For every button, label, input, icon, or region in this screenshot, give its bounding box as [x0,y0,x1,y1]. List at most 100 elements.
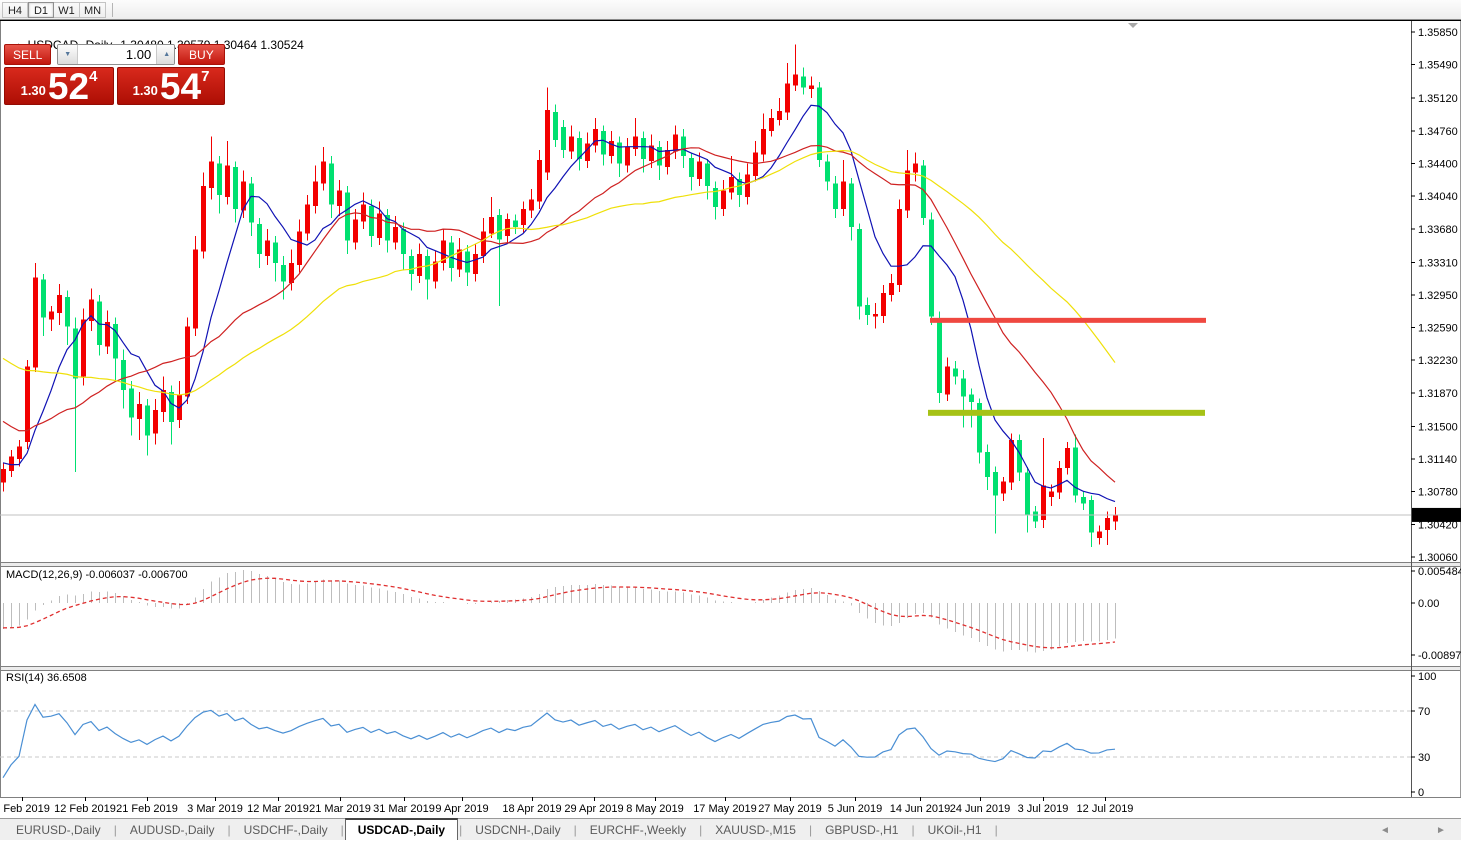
buy-button[interactable]: BUY [177,44,226,65]
rsi-line [2,703,1116,778]
svg-text:1.30780: 1.30780 [1418,487,1458,499]
svg-text:12 Jul 2019: 12 Jul 2019 [1077,803,1134,815]
svg-text:27 May 2019: 27 May 2019 [758,803,822,815]
rsi-value: 36.6508 [46,672,87,684]
volume-input[interactable] [78,45,157,64]
svg-text:1.33310: 1.33310 [1418,257,1458,269]
ma-mid [2,144,1116,483]
rsi-scale: 100 70 30 0 [1411,671,1436,799]
tab-separator: | [573,822,577,837]
tab-separator: | [994,822,998,837]
svg-text:1.31870: 1.31870 [1418,388,1458,400]
svg-text:17 May 2019: 17 May 2019 [693,803,757,815]
svg-text:1.31140: 1.31140 [1418,454,1457,466]
svg-text:-0.008973: -0.008973 [1418,650,1461,662]
svg-text:1.30060: 1.30060 [1418,552,1458,564]
volume-increase-button[interactable]: ▲ [156,45,174,64]
timeframe-button-mn[interactable]: MN [80,1,106,18]
tab-xauusd-m15[interactable]: XAUUSD-,M15 [715,822,796,837]
svg-text:1.34400: 1.34400 [1418,158,1458,170]
tab-separator: | [227,822,231,837]
svg-text:1.33680: 1.33680 [1418,224,1458,236]
ma-slow [2,149,1116,396]
svg-text:1.32590: 1.32590 [1418,323,1458,335]
svg-text:12 Mar 2019: 12 Mar 2019 [247,803,309,815]
svg-text:21 Feb 2019: 21 Feb 2019 [116,803,178,815]
tab-usdcnh-daily[interactable]: USDCNH-,Daily [475,822,561,837]
sell-price-prefix: 1.30 [20,83,46,98]
resistance-line[interactable] [930,317,1206,323]
svg-text:21 Mar 2019: 21 Mar 2019 [309,803,371,815]
svg-text:1.35850: 1.35850 [1418,27,1458,39]
timeframe-button-d1[interactable]: D1 [28,1,54,18]
svg-text:0.005484: 0.005484 [1418,566,1461,578]
sell-price-pips: 52 [47,66,90,107]
tab-gbpusd-h1[interactable]: GBPUSD-,H1 [825,822,899,837]
svg-text:1.31500: 1.31500 [1418,421,1458,433]
tab-audusd-daily[interactable]: AUDUSD-,Daily [129,822,215,837]
svg-text:1.32950: 1.32950 [1418,290,1458,302]
volume-decrease-button[interactable]: ▼ [58,45,79,64]
macd-label: MACD(12,26,9) -0.006037 -0.006700 [6,569,188,581]
rsi-label: RSI(14) 36.6508 [6,672,87,684]
svg-text:24 Jun 2019: 24 Jun 2019 [950,803,1011,815]
timeframe-button-h4[interactable]: H4 [2,1,28,18]
tabs-scroll-right-icon[interactable]: ► [1436,824,1446,836]
sell-button[interactable]: SELL [4,44,52,65]
svg-text:18 Apr 2019: 18 Apr 2019 [502,803,561,815]
svg-text:3 Feb 2019: 3 Feb 2019 [0,803,50,815]
tab-usdcad-daily[interactable]: USDCAD-,Daily [344,818,459,840]
support-line[interactable] [928,409,1205,416]
tab-ukoil-h1[interactable]: UKOil-,H1 [927,822,982,837]
tab-separator: | [911,822,915,837]
timeframe-button-w1[interactable]: W1 [54,1,80,18]
svg-text:1.32230: 1.32230 [1418,355,1458,367]
svg-text:8 May 2019: 8 May 2019 [626,803,683,815]
price-scale: 1.35850 1.35490 1.35120 1.34760 1.34400 1.340… [1411,27,1461,564]
tab-separator: | [808,822,813,837]
svg-text:0.00: 0.00 [1418,598,1439,610]
svg-text:1.35120: 1.35120 [1418,93,1458,105]
svg-text:1.30420: 1.30420 [1418,519,1458,531]
tab-separator: | [340,822,344,837]
buy-price-display[interactable]: 1.30 54 7 [117,67,225,105]
tabs-scroll-left-icon[interactable]: ◄ [1380,824,1390,836]
svg-text:1.35490: 1.35490 [1418,60,1458,72]
svg-text:3 Jul 2019: 3 Jul 2019 [1018,803,1069,815]
svg-text:30: 30 [1418,752,1430,764]
volume-stepper: ▼ ▲ [57,44,175,65]
sell-price-display[interactable]: 1.30 52 4 [4,67,114,105]
buy-price-point: 7 [201,68,210,85]
svg-text:100: 100 [1418,671,1436,683]
tab-eurchf-weekly[interactable]: EURCHF-,Weekly [589,822,687,837]
chart-shift-marker-icon[interactable] [1128,23,1138,28]
svg-text:0: 0 [1418,787,1424,799]
tab-separator: | [113,822,117,837]
moving-averages [2,104,1116,503]
sell-price-point: 4 [89,68,98,85]
buy-price-pips: 54 [159,66,202,107]
ma-fast [2,104,1116,503]
macd-values: -0.006037 -0.006700 [85,569,188,581]
svg-text:5 Jun 2019: 5 Jun 2019 [828,803,882,815]
one-click-trading-panel: SELL ▼ ▲ BUY 1.30 52 4 1.30 54 7 [4,44,226,105]
svg-text:1.30524: 1.30524 [1418,510,1458,522]
symbol-tab-bar: EURUSD-,Daily | AUDUSD-,Daily | USDCHF-,Dail… [0,818,1461,840]
candlestick-series [1,44,1118,548]
current-price-badge [1412,507,1461,522]
tab-usdchf-daily[interactable]: USDCHF-,Daily [243,822,328,837]
macd-signal-line [2,577,1116,649]
svg-text:12 Feb 2019: 12 Feb 2019 [54,803,116,815]
svg-text:1.34040: 1.34040 [1418,191,1458,203]
svg-text:3 Mar 2019: 3 Mar 2019 [187,803,243,815]
svg-text:14 Jun 2019: 14 Jun 2019 [890,803,951,815]
svg-text:31 Mar 2019: 31 Mar 2019 [373,803,435,815]
tab-separator: | [459,822,463,837]
tab-eurusd-daily[interactable]: EURUSD-,Daily [16,822,101,837]
macd-scale: 0.005484 0.00 -0.008973 [1411,566,1461,662]
timeframe-toolbar: H4 D1 W1 MN [0,0,1461,20]
tab-separator: | [699,822,703,837]
